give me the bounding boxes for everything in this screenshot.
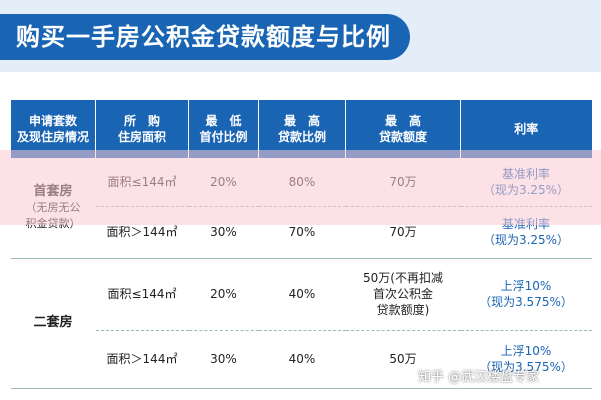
text-line: 面积≤144㎡ — [107, 287, 177, 301]
text-line: 50万(不再扣减 — [363, 271, 443, 285]
text-line: 最 低 — [205, 114, 242, 128]
text-line: （现为3.575%） — [479, 295, 573, 309]
table-cell: 20% — [188, 258, 259, 331]
text-line: 面积＞144㎡ — [106, 225, 178, 239]
text-line: 上浮10% — [500, 344, 552, 358]
text-line: 最 高 — [384, 114, 421, 128]
table-cell: 50万(不再扣减 首次公积金贷款额度) — [345, 258, 461, 331]
text-line: 30% — [210, 225, 237, 239]
table-cell: 40% — [258, 258, 346, 331]
text-line: 50万 — [389, 352, 417, 366]
text-line: 及现住房情况 — [16, 130, 89, 144]
header-cell: 利率 — [460, 100, 592, 158]
header-cell: 最 低首付比例 — [188, 100, 259, 158]
title-bar: 购买一手房公积金贷款额度与比例 — [0, 14, 410, 60]
table-cell: 上浮10% （现为3.575%） — [460, 330, 592, 389]
header-cell: 所 购住房面积 — [95, 100, 189, 158]
text-line: 最 高 — [283, 114, 320, 128]
text-line: （现为3.25%） — [482, 233, 570, 247]
text-line: 70万 — [389, 225, 417, 239]
table-cell: 50万 — [345, 330, 461, 389]
group-label: 二套房 — [33, 315, 73, 330]
watermark: 知乎 @武汉楼盘专家 — [418, 370, 540, 385]
header-row: 申请套数 及现住房情况所 购住房面积最 低首付比例最 高贷款比例最 高贷款额度 利率 — [10, 100, 592, 158]
table-cell: 面积≤144㎡ — [95, 258, 189, 331]
text-line: 40% — [288, 352, 316, 366]
header-cell: 最 高贷款额度 — [345, 100, 461, 158]
text-line: 贷款额度) — [376, 303, 430, 317]
text-line: 20% — [210, 287, 237, 301]
table-row: 面积＞144㎡ 30% 40% 50万 上浮10% （现为3.575%） — [11, 330, 592, 389]
text-line: 上浮10% — [500, 279, 552, 293]
table-row: 二套房 面积≤144㎡ 20% 40% 50万(不再扣减 首次公积金贷款额度) 上浮10% （… — [10, 258, 592, 389]
text-line: 贷款比例 — [277, 130, 326, 144]
banner: 购买一手房公积金贷款额度与比例 — [0, 0, 601, 72]
table-cell: 上浮10% （现为3.575%） — [460, 258, 592, 331]
text-line: 面积＞144㎡ — [106, 352, 178, 366]
header-cell: 申请套数及现住房情况 — [10, 100, 96, 158]
text-line: 贷款额度 — [378, 130, 427, 144]
text-line: 首付比例 — [199, 130, 248, 144]
text-line: （现为3.575%） — [479, 360, 573, 374]
text-line: 首次公积金 — [372, 287, 433, 301]
text-line: 所 购 — [123, 114, 160, 128]
text-line: 申请套数 — [28, 114, 77, 128]
text-line: 住房面积 — [117, 130, 166, 144]
table: 申请套数 及现住房情况所 购住房面积最 低首付比例最 高贷款比例最 高贷款额度 利率… — [10, 100, 592, 389]
table-cell: 30% — [188, 330, 259, 389]
text-line: 70% — [288, 225, 316, 239]
overlay-band — [0, 150, 601, 225]
text-line: 40% — [288, 287, 316, 301]
table-cell: 面积＞144㎡ — [95, 330, 189, 389]
text-line: 30% — [210, 352, 237, 366]
group-cell: 二套房 — [10, 258, 96, 389]
header-cell: 最 高贷款比例 — [258, 100, 346, 158]
table-cell: 40% — [258, 330, 346, 389]
text-line: 利率 — [514, 122, 539, 136]
title: 购买一手房公积金贷款额度与比例 — [16, 23, 391, 51]
